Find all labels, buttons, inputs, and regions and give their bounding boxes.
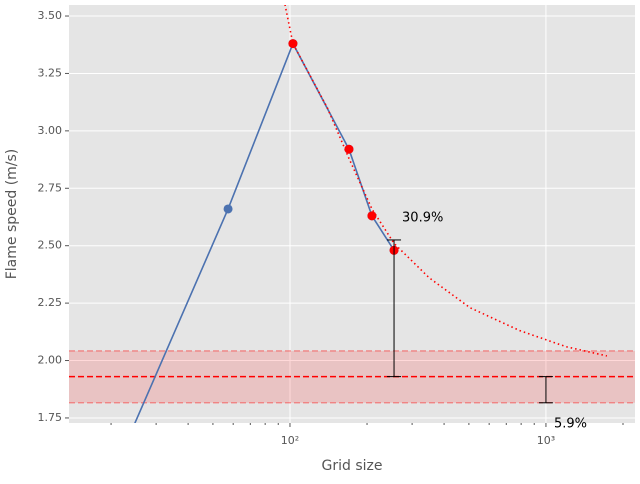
- plot-area: [69, 5, 635, 480]
- y-tick-label: 2.75: [38, 181, 63, 194]
- x-tick-label: 10²: [281, 434, 299, 447]
- y-tick-label: 2.50: [38, 239, 63, 252]
- data-point: [367, 211, 377, 221]
- data-point: [108, 471, 117, 480]
- y-axis-label: Flame speed (m/s): [4, 149, 20, 280]
- data-point: [288, 39, 298, 49]
- y-tick-label: 3.00: [38, 124, 63, 137]
- error-label: 30.9%: [402, 210, 443, 225]
- y-tick-label: 1.75: [38, 411, 63, 424]
- plot-background: [69, 5, 635, 423]
- x-tick-label: 10³: [537, 434, 555, 447]
- y-tick-label: 2.00: [38, 354, 63, 367]
- error-label: 5.9%: [554, 416, 587, 431]
- y-tick-label: 3.25: [38, 66, 63, 79]
- y-tick-label: 3.50: [38, 9, 63, 22]
- data-point: [344, 144, 354, 154]
- x-axis-label: Grid size: [322, 458, 383, 474]
- data-point: [223, 204, 233, 214]
- y-tick-label: 2.25: [38, 296, 63, 309]
